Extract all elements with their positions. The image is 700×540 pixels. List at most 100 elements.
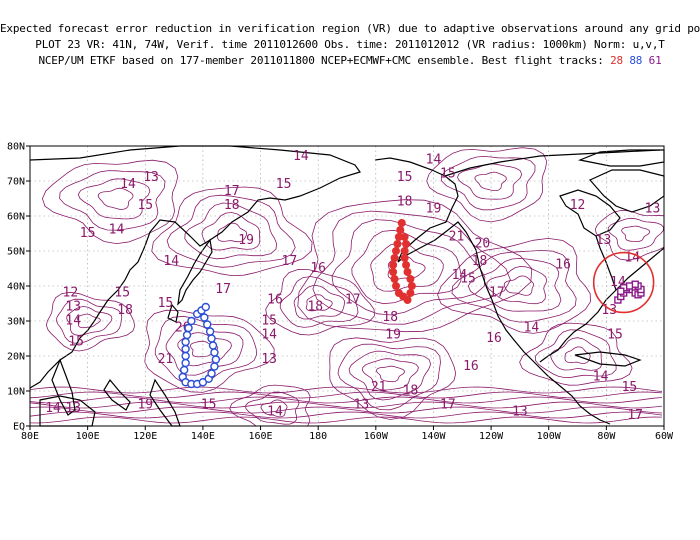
track-88-point <box>184 323 193 333</box>
track-28-point <box>390 254 399 262</box>
contour-label: 18 <box>117 303 133 318</box>
track-88-point <box>182 330 192 340</box>
track-88-point <box>187 316 196 326</box>
contour-label: 14 <box>524 321 540 336</box>
contour-label: 18 <box>472 254 488 269</box>
track-88-point <box>207 334 216 343</box>
contour-label: 14 <box>452 268 468 283</box>
track-88-point <box>210 362 219 371</box>
lon-label: 160W <box>364 431 389 442</box>
lat-label: EQ <box>13 422 25 433</box>
contour-label: 16 <box>555 258 571 273</box>
contour-label: 19 <box>238 233 254 248</box>
track-28-point <box>407 282 416 290</box>
contour-label: 14 <box>163 254 179 269</box>
track-88-point <box>208 341 218 350</box>
contour-label: 15 <box>460 272 476 287</box>
contour-label: 16 <box>310 261 326 276</box>
contour-label: 18 <box>403 384 419 399</box>
track-88-point <box>210 348 219 357</box>
contour-label: 14 <box>109 223 125 238</box>
contour-label: 15 <box>276 177 292 192</box>
contour-label: 14 <box>120 177 136 192</box>
header-line-1: Expected forecast error reduction in ver… <box>0 22 700 35</box>
contour-label: 19 <box>426 202 442 217</box>
axis-ticks <box>26 145 665 430</box>
track-61-label: 61 <box>648 54 662 67</box>
track-88-point <box>181 351 190 361</box>
lat-label: 20N <box>7 352 25 363</box>
track-28-point <box>402 261 411 269</box>
contour-label: 15 <box>201 398 217 413</box>
verification-region-circle <box>592 251 655 314</box>
contour-label: 15 <box>397 170 413 185</box>
track-28-point <box>400 233 409 241</box>
contour-label: 15 <box>114 286 130 301</box>
contour-label: 13 <box>596 233 612 248</box>
lat-label: 40N <box>7 282 25 293</box>
track-28-point <box>393 240 402 248</box>
lon-label: 180 <box>309 431 327 442</box>
lon-label: 140W <box>421 431 446 442</box>
track-28-point <box>403 268 412 276</box>
contour-label: 14 <box>426 153 442 168</box>
lon-label: 80W <box>597 431 616 442</box>
contour-label: 17 <box>489 286 505 301</box>
contour-label: 14 <box>65 314 81 329</box>
lat-label: 50N <box>7 247 25 258</box>
lon-label: 80E <box>21 431 39 442</box>
track-28-point <box>403 296 412 304</box>
track-88-point <box>181 344 190 354</box>
track-28-point <box>406 289 415 297</box>
track-28-point <box>397 219 406 227</box>
contour-label: 21 <box>371 380 387 395</box>
track-28-point <box>389 261 398 269</box>
contour-label: 14 <box>267 405 283 420</box>
contour-label: 15 <box>80 226 96 241</box>
contour-label: 13 <box>512 405 528 420</box>
contour-label: 15 <box>137 198 153 213</box>
track-88-point <box>179 365 189 375</box>
track-88-point <box>181 337 190 347</box>
contour-label: 12 <box>570 198 586 213</box>
contour-label: 17 <box>224 184 240 199</box>
flight-track-28 <box>389 219 416 304</box>
contour-label: 15 <box>68 335 84 350</box>
lat-label: 30N <box>7 317 25 328</box>
contour-label: 14 <box>293 149 309 164</box>
header-line-3: NCEP/UM ETKF based on 177-member 2011011… <box>0 54 700 67</box>
contour-label: 21 <box>158 352 174 367</box>
contour-label: 19 <box>385 328 401 343</box>
contour-label: 17 <box>345 293 361 308</box>
contour-label: 17 <box>440 398 456 413</box>
track-28-label: 28 <box>610 54 623 67</box>
lon-label: 100W <box>537 431 562 442</box>
contour-label: 17 <box>215 282 231 297</box>
track-28-point <box>391 247 400 255</box>
contour-label: 15 <box>261 314 277 329</box>
contour-label: 14 <box>624 251 640 266</box>
contour-label: 17 <box>282 254 298 269</box>
lon-label: 140E <box>191 431 215 442</box>
track-28-point <box>394 233 403 241</box>
contour-label: 18 <box>382 310 398 325</box>
lat-label: 60N <box>7 212 25 223</box>
flight-track-61 <box>614 280 645 304</box>
track-88-point <box>203 320 212 329</box>
contour-label: 15 <box>440 167 456 182</box>
track-61-point <box>617 287 625 295</box>
contour-label: 12 <box>63 286 79 301</box>
contour-label: 13 <box>65 401 81 416</box>
track-88-point <box>200 313 209 322</box>
track-88-point <box>211 355 221 364</box>
contour-label: 13 <box>65 300 81 315</box>
contour-label: 16 <box>463 359 479 374</box>
lat-label: 10N <box>7 387 25 398</box>
track-28-point <box>396 226 405 234</box>
contour-label: 16 <box>267 293 283 308</box>
contour-label: 19 <box>137 398 153 413</box>
track-88-point <box>181 358 190 368</box>
lon-label: 120E <box>133 431 157 442</box>
track-28-point <box>400 247 409 255</box>
